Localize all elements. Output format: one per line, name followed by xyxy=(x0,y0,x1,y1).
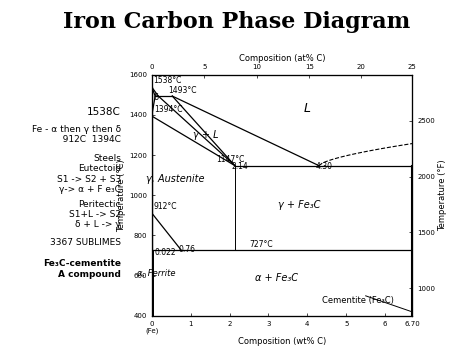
Y-axis label: Temperature (°C): Temperature (°C) xyxy=(117,159,126,231)
Text: 4.30: 4.30 xyxy=(316,162,333,171)
Text: 3367 SUBLIMES: 3367 SUBLIMES xyxy=(50,238,121,247)
Text: γ, Austenite: γ, Austenite xyxy=(146,174,204,184)
Text: α + Fe₃C: α + Fe₃C xyxy=(255,273,298,283)
Text: δ: δ xyxy=(153,93,158,102)
Text: 1493°C: 1493°C xyxy=(168,86,197,95)
Text: 727°C: 727°C xyxy=(249,240,273,249)
Text: 0.76: 0.76 xyxy=(178,245,195,254)
X-axis label: Composition (wt% C): Composition (wt% C) xyxy=(238,337,326,346)
Y-axis label: Temperature (°F): Temperature (°F) xyxy=(438,159,447,231)
Text: Fe₃C-cementite
A compound: Fe₃C-cementite A compound xyxy=(43,259,121,279)
Text: 0.022: 0.022 xyxy=(155,248,176,257)
Text: L: L xyxy=(304,102,311,115)
Text: Cementite (Fe₃C): Cementite (Fe₃C) xyxy=(322,296,394,305)
Text: 1538C: 1538C xyxy=(87,106,121,116)
Text: 1147°C: 1147°C xyxy=(216,155,244,164)
Text: Steels
Eutectoid
S1 -> S2 + S3
γ-> α + F e₃C: Steels Eutectoid S1 -> S2 + S3 γ-> α + F… xyxy=(56,154,121,194)
Text: 2.14: 2.14 xyxy=(231,162,248,171)
Text: Fe - α then γ then δ
   912C  1394C: Fe - α then γ then δ 912C 1394C xyxy=(32,125,121,144)
X-axis label: Composition (at% C): Composition (at% C) xyxy=(239,54,325,63)
Text: 1394°C: 1394°C xyxy=(154,105,182,114)
Text: γ + Fe₃C: γ + Fe₃C xyxy=(278,200,321,210)
Text: γ + L: γ + L xyxy=(193,130,219,140)
Text: 1538°C: 1538°C xyxy=(153,76,182,84)
Text: Iron Carbon Phase Diagram: Iron Carbon Phase Diagram xyxy=(64,11,410,33)
Text: Peritectic
S1+L -> S2
δ + L -> γ: Peritectic S1+L -> S2 δ + L -> γ xyxy=(69,200,121,229)
Text: α, Ferrite: α, Ferrite xyxy=(137,269,175,278)
Text: 912°C: 912°C xyxy=(153,202,177,211)
